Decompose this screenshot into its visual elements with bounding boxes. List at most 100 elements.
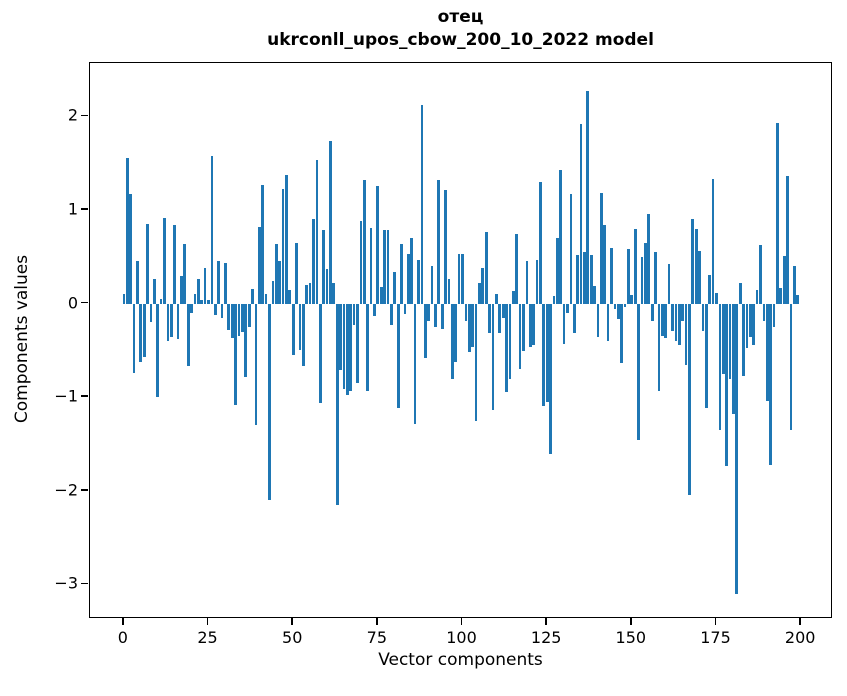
bar <box>552 296 556 304</box>
bar <box>660 303 664 337</box>
bar <box>149 303 153 323</box>
bar <box>264 294 268 304</box>
bar <box>366 303 370 391</box>
bar <box>664 303 668 339</box>
bar <box>671 303 674 331</box>
bar <box>637 303 640 441</box>
x-tick <box>714 618 717 625</box>
bar <box>129 194 132 304</box>
bar <box>166 303 170 341</box>
bar <box>237 303 241 337</box>
bar <box>613 303 617 310</box>
x-tick <box>376 618 378 625</box>
bar <box>505 303 508 392</box>
bar <box>305 284 309 304</box>
bar <box>603 224 607 304</box>
bar <box>715 293 718 304</box>
bar <box>376 185 380 304</box>
bar <box>535 259 539 304</box>
bar <box>498 303 502 334</box>
bar <box>623 303 627 308</box>
bar <box>484 232 488 304</box>
y-tick-label: −3 <box>54 573 78 593</box>
bar <box>491 303 495 411</box>
bar <box>379 286 383 304</box>
bar <box>721 303 725 374</box>
bar <box>447 279 451 304</box>
y-axis-label: Components values <box>12 254 32 424</box>
bar <box>430 266 434 304</box>
bar <box>390 303 393 326</box>
x-tick-label: 125 <box>530 628 562 647</box>
bar <box>190 303 193 313</box>
x-tick <box>630 618 632 625</box>
bar <box>271 281 275 304</box>
bar <box>728 303 732 380</box>
bar <box>559 169 563 304</box>
bar <box>776 122 779 304</box>
bar <box>681 303 684 322</box>
bar <box>461 253 464 304</box>
bar <box>677 303 681 345</box>
bar <box>210 155 214 304</box>
bar <box>159 298 163 304</box>
bar <box>312 219 315 304</box>
bar <box>281 189 285 304</box>
bar <box>650 303 654 322</box>
bar <box>755 290 759 304</box>
x-tick-label: 200 <box>784 628 816 647</box>
bar <box>667 264 671 304</box>
bar <box>579 123 583 304</box>
bar <box>569 194 573 304</box>
bar <box>342 303 346 389</box>
bar <box>600 193 603 304</box>
bar <box>169 303 173 338</box>
bar <box>352 303 356 326</box>
bar <box>396 303 400 409</box>
y-tick <box>81 208 88 210</box>
bar <box>322 229 326 304</box>
bar <box>176 303 180 340</box>
bar <box>183 243 187 304</box>
bar <box>325 268 329 304</box>
bar <box>745 303 749 349</box>
bar <box>423 303 427 358</box>
title-block: отец ukrconll_upos_cbow_200_10_2022 mode… <box>89 6 832 52</box>
bar <box>647 213 651 304</box>
bar <box>583 252 586 304</box>
x-tick-label: 25 <box>197 628 218 647</box>
bar <box>576 254 579 304</box>
bar <box>335 303 339 505</box>
bar <box>156 303 160 398</box>
bar <box>440 303 444 329</box>
bar <box>464 303 468 322</box>
y-tick <box>81 114 88 117</box>
bar <box>596 303 600 338</box>
bar <box>163 218 166 304</box>
bar <box>227 303 231 330</box>
bar <box>146 223 149 304</box>
bar <box>674 303 678 341</box>
bar <box>329 140 332 304</box>
bar <box>413 303 417 425</box>
bar <box>393 271 397 304</box>
bar <box>125 158 129 304</box>
bar <box>495 294 498 304</box>
bar <box>793 266 796 304</box>
bar <box>688 303 691 496</box>
bar <box>213 303 217 315</box>
bar <box>518 303 522 370</box>
bar <box>186 303 190 367</box>
bar <box>782 255 786 304</box>
bar <box>268 303 271 501</box>
y-tick-label: 2 <box>67 105 78 125</box>
y-tick-label: 0 <box>67 293 78 313</box>
bar <box>701 303 705 331</box>
bar <box>295 242 298 304</box>
chart-title: отец <box>437 7 484 27</box>
y-tick <box>81 582 88 585</box>
bar <box>711 179 715 304</box>
bar <box>549 303 552 455</box>
bar <box>704 303 708 409</box>
bar <box>616 303 620 319</box>
